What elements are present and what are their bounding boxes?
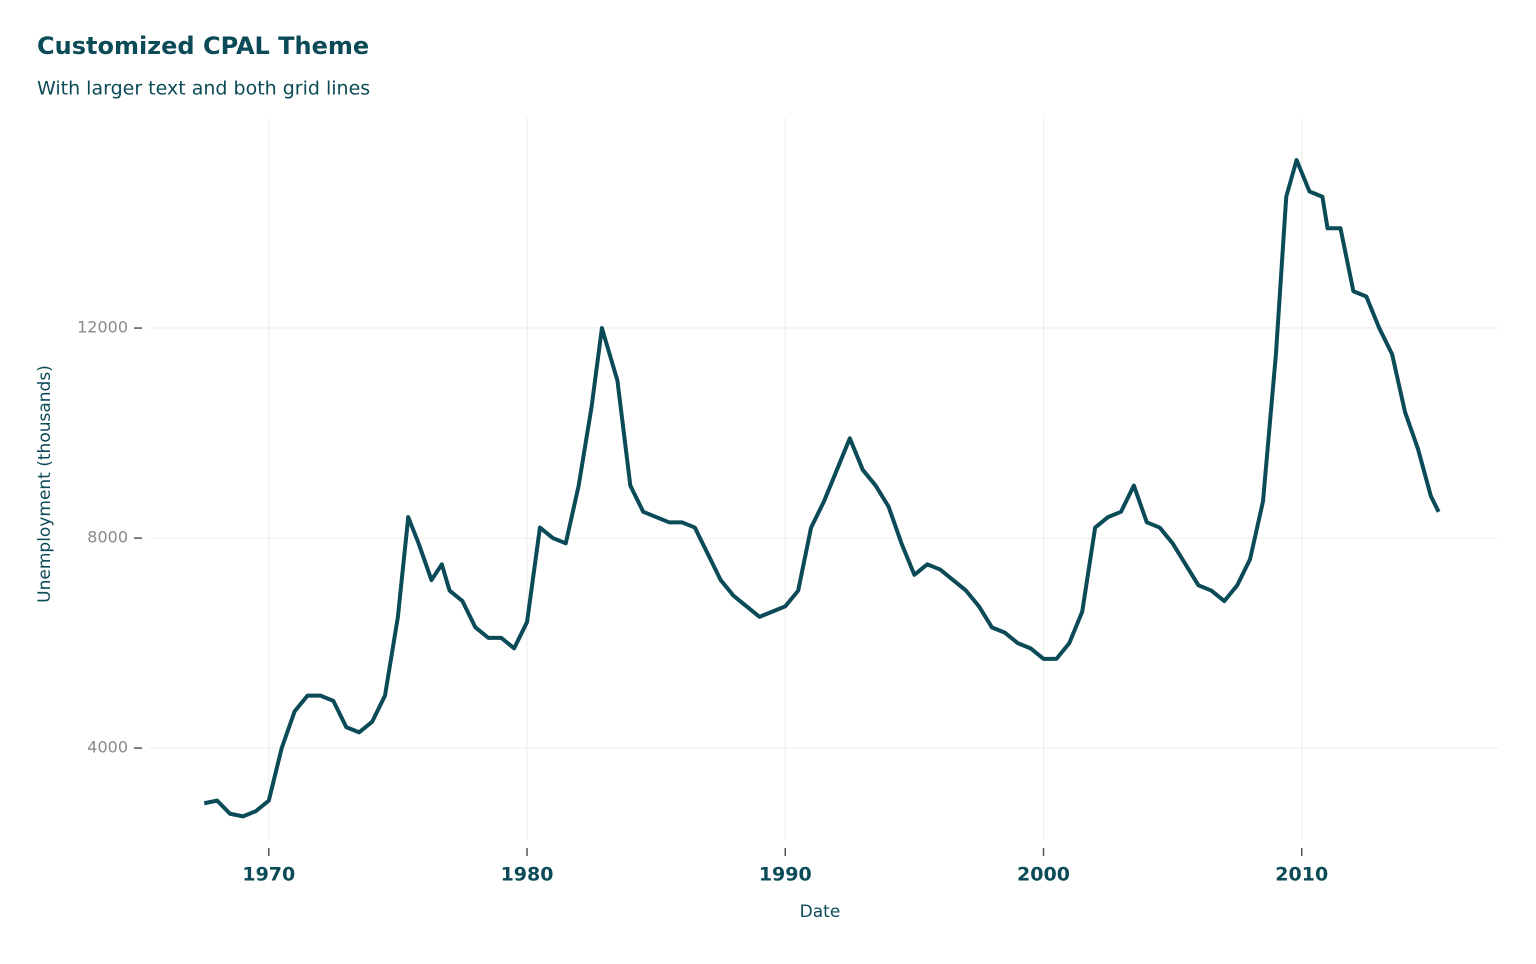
y-tick-label: 4000: [87, 738, 128, 757]
x-tick-label: 1980: [501, 864, 554, 886]
y-axis-label: Unemployment (thousands): [35, 365, 55, 603]
y-tick-label: 8000: [87, 528, 128, 547]
y-tick-label: 12000: [77, 318, 128, 337]
data-line: [203, 158, 1441, 819]
x-tick-label: 1990: [759, 864, 812, 886]
chart-title: Customized CPAL Theme: [37, 32, 369, 60]
x-tick-label: 2000: [1017, 864, 1070, 886]
x-tick-label: 2010: [1275, 864, 1328, 886]
x-tick-label: 1970: [242, 864, 295, 886]
x-axis-label: Date: [800, 902, 841, 922]
chart-subtitle: With larger text and both grid lines: [37, 78, 370, 100]
